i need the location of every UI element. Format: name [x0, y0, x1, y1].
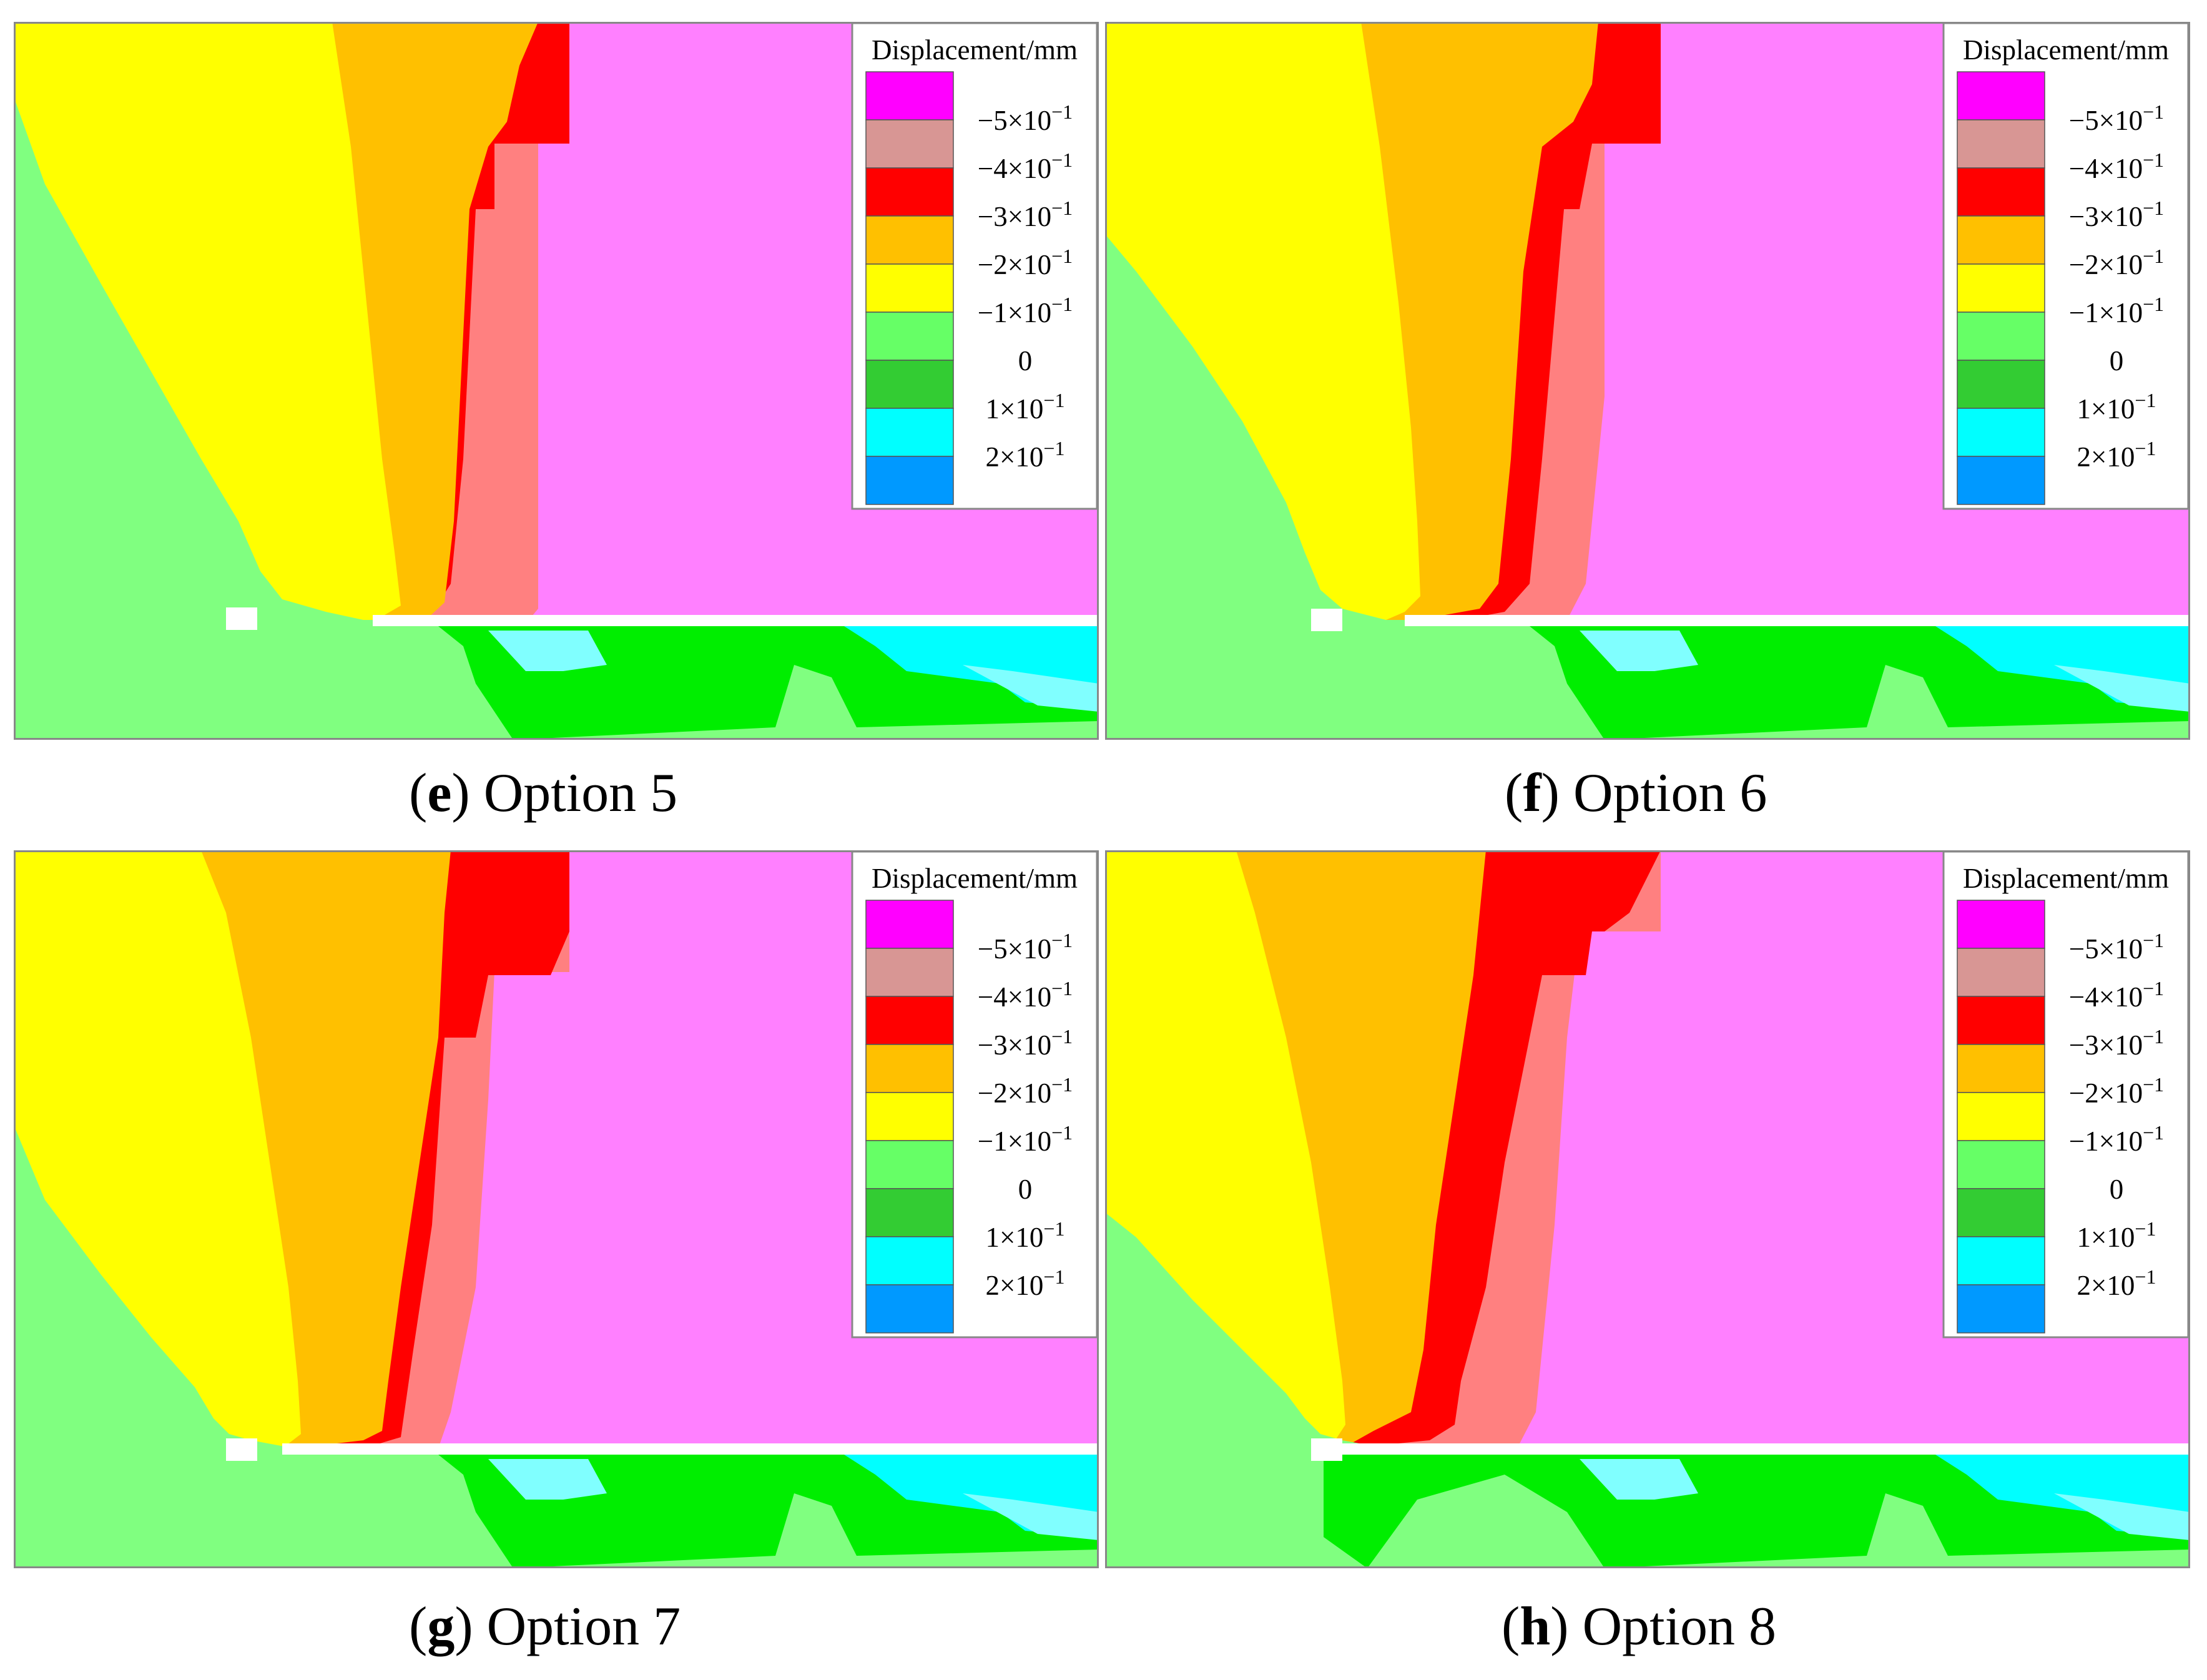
- contour-plot-g: Displacement/mm −5×10−1−4×10−1−3×10−1−2×…: [14, 850, 1099, 1568]
- contour-panel-h: Displacement/mm −5×10−1 −4×10−1 −3×10−1 −2×…: [1105, 850, 2190, 1568]
- legend-tick-label: 0: [2110, 1174, 2124, 1205]
- legend-swatch: [865, 119, 954, 169]
- legend-tick-label: 2×10−1: [2077, 437, 2156, 473]
- legend-tick-label: 2×10−1: [2077, 1265, 2156, 1301]
- legend-swatch: [1957, 408, 2045, 457]
- legend-swatch: [865, 1044, 954, 1093]
- small-void: [226, 607, 257, 630]
- legend-swatch: [1957, 1236, 2045, 1285]
- tunnel-gap: [1317, 1443, 2190, 1455]
- caption-g: (g) Option 7: [409, 1596, 681, 1657]
- legend-swatch: [1957, 119, 2045, 169]
- legend-swatch: [865, 900, 954, 949]
- legend-title: Displacement/mm: [1963, 863, 2169, 894]
- contour-panel-g: Displacement/mm −5×10−1 −4×10−1 −3×10−1 −2×…: [14, 850, 1099, 1568]
- contour-panel-f: Displacement/mm −5×10−1 −4×10−1 −3×10−1 −2×…: [1105, 22, 2190, 740]
- legend-swatch: [865, 1140, 954, 1189]
- legend-title: Displacement/mm: [872, 863, 1078, 894]
- legend: Displacement/mm −5×10−1−4×10−1−3×10−1−2×…: [1942, 22, 2190, 510]
- small-void: [1311, 1438, 1342, 1461]
- legend-swatch: [865, 71, 954, 120]
- legend-swatch: [865, 312, 954, 361]
- tunnel-gap: [1405, 615, 2190, 626]
- legend-tick-label: 2×10−1: [986, 437, 1065, 473]
- legend-swatch: [1957, 167, 2045, 217]
- tunnel-gap: [373, 615, 1099, 626]
- small-void: [1311, 609, 1342, 631]
- legend: Displacement/mm −5×10−1−4×10−1−3×10−1−2×…: [851, 850, 1098, 1339]
- caption-e: (e) Option 5: [409, 763, 678, 823]
- legend-tick-label: 0: [1018, 1174, 1033, 1205]
- legend-swatch: [1957, 1140, 2045, 1189]
- legend-swatch: [1957, 1284, 2045, 1334]
- legend: Displacement/mm −5×10−1−4×10−1−3×10−1−2×…: [851, 22, 1098, 510]
- legend-swatch: [865, 408, 954, 457]
- legend-swatch: [865, 1284, 954, 1334]
- legend-swatch: [1957, 1092, 2045, 1141]
- legend-swatch: [865, 167, 954, 217]
- light-green-zone: [14, 97, 420, 740]
- contour-plot-h: Displacement/mm −5×10−1−4×10−1−3×10−1−2×…: [1105, 850, 2190, 1568]
- contour-plot-e: Displacement/mm −5×10−1−4×10−1−3×10−1−2×…: [14, 22, 1099, 740]
- legend-swatch: [1957, 215, 2045, 265]
- caption-f: (f) Option 6: [1505, 763, 1767, 823]
- legend-title: Displacement/mm: [872, 34, 1078, 66]
- legend-swatch: [865, 360, 954, 409]
- legend-swatch: [1957, 312, 2045, 361]
- legend: Displacement/mm −5×10−1−4×10−1−3×10−1−2×…: [1942, 850, 2190, 1339]
- legend-swatch: [865, 948, 954, 997]
- legend-swatch: [1957, 1044, 2045, 1093]
- legend-tick-label: 0: [2110, 345, 2124, 376]
- contour-panel-e: Displacement/mm −5×10−1 −4×10−1 −3×10−1 −2×…: [14, 22, 1099, 740]
- tunnel-gap: [282, 1443, 1099, 1455]
- small-void: [226, 1438, 257, 1461]
- legend-swatch: [865, 1092, 954, 1141]
- legend-title: Displacement/mm: [1963, 34, 2169, 66]
- legend-swatch: [865, 215, 954, 265]
- legend-tick-label: −3×10−1: [2069, 1025, 2164, 1061]
- legend-tick-label: −5×10−1: [978, 929, 1073, 965]
- legend-swatch: [1957, 996, 2045, 1045]
- legend-swatch: [865, 1188, 954, 1237]
- legend-swatch: [865, 456, 954, 505]
- legend-swatch: [865, 1236, 954, 1285]
- legend-swatch: [865, 263, 954, 313]
- legend-swatch: [1957, 948, 2045, 997]
- legend-tick-label: 1×10−1: [986, 1217, 1065, 1253]
- light-cyan-zone: [488, 631, 607, 671]
- legend-swatch: [1957, 900, 2045, 949]
- contour-plot-f: Displacement/mm −5×10−1−4×10−1−3×10−1−2×…: [1105, 22, 2190, 740]
- legend-swatch: [1957, 71, 2045, 120]
- legend-tick-label: 0: [1018, 345, 1033, 376]
- legend-swatch: [1957, 360, 2045, 409]
- caption-h: (h) Option 8: [1502, 1596, 1777, 1657]
- legend-swatch: [1957, 263, 2045, 313]
- legend-swatch: [1957, 456, 2045, 505]
- legend-swatch: [865, 996, 954, 1045]
- legend-swatch: [1957, 1188, 2045, 1237]
